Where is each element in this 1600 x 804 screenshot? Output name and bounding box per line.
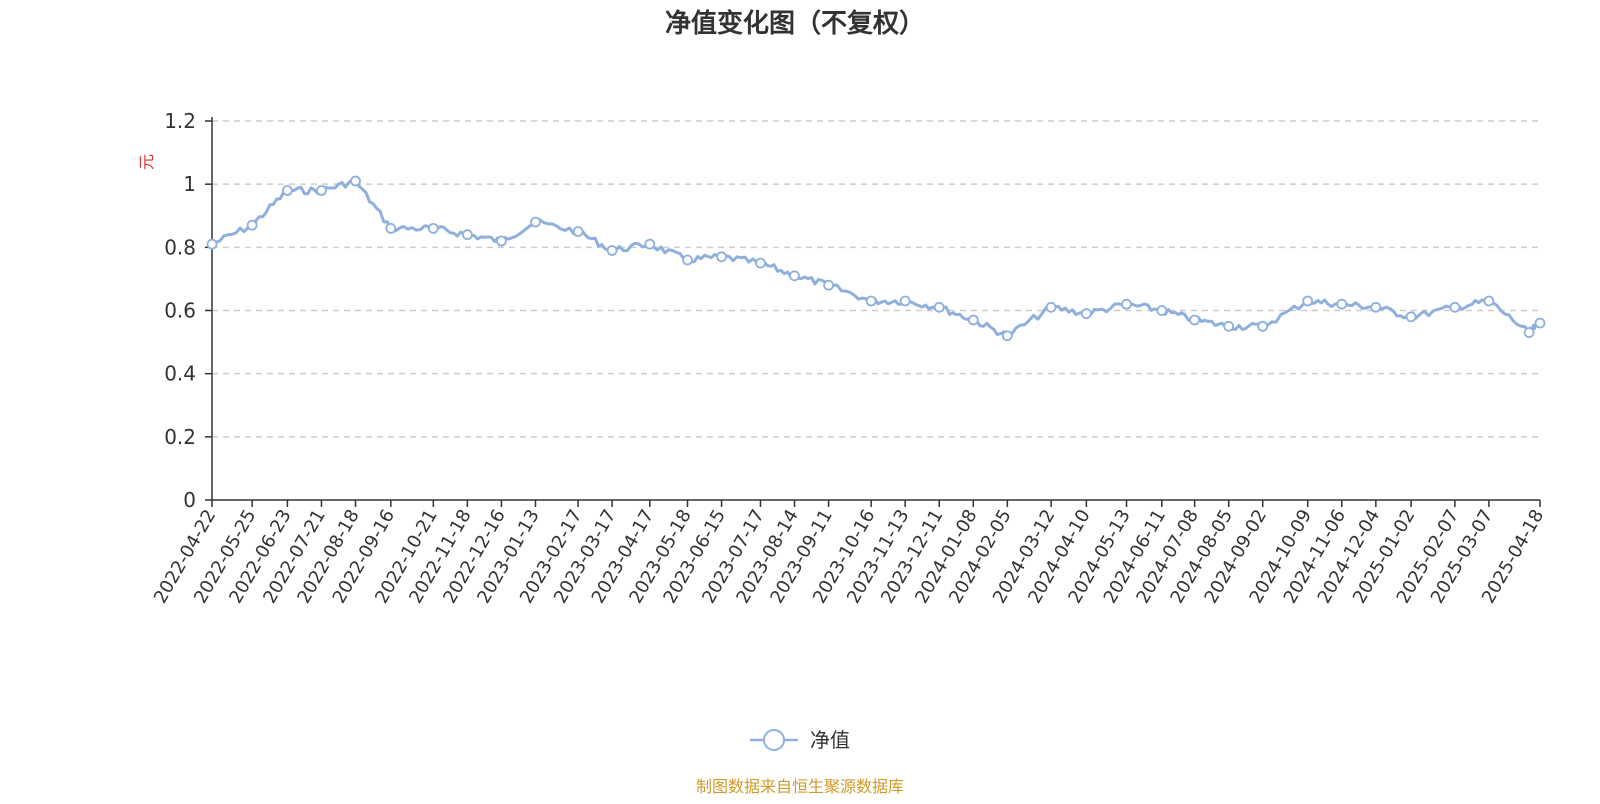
data-point[interactable] [644, 238, 656, 250]
data-point[interactable] [967, 314, 979, 326]
data-point[interactable] [1257, 320, 1269, 332]
data-point[interactable] [495, 235, 507, 247]
y-tick-label: 0.2 [164, 425, 196, 449]
data-point[interactable] [899, 295, 911, 307]
data-point[interactable] [823, 279, 834, 291]
y-tick-label: 1.2 [164, 109, 196, 133]
data-point[interactable] [1223, 320, 1235, 332]
y-axis-unit-label: 元 [137, 154, 156, 170]
data-point[interactable] [789, 270, 800, 282]
axes [205, 117, 1541, 507]
y-tick-label: 0.4 [164, 362, 196, 386]
data-point[interactable] [865, 295, 877, 307]
legend[interactable]: 净值 [750, 728, 850, 752]
data-point[interactable] [1405, 311, 1417, 323]
data-point[interactable] [682, 254, 693, 266]
data-point[interactable] [530, 216, 541, 228]
data-point[interactable] [461, 229, 473, 241]
data-point[interactable] [1302, 295, 1314, 307]
data-point[interactable] [316, 185, 327, 196]
y-tick-label: 0.8 [164, 235, 196, 259]
data-point[interactable] [1189, 314, 1200, 326]
data-point[interactable] [572, 226, 584, 237]
y-tick-label: 1 [183, 172, 196, 196]
data-point[interactable] [427, 222, 439, 234]
series-layer [206, 175, 1546, 342]
data-point[interactable] [1001, 330, 1013, 342]
chart-title: 净值变化图（不复权） [665, 8, 925, 39]
data-point[interactable] [281, 185, 293, 196]
data-point[interactable] [1336, 298, 1348, 310]
data-point[interactable] [1045, 301, 1057, 313]
y-tick-labels: 0 0.2 0.4 0.6 0.8 1 1.2 [164, 109, 196, 512]
data-point[interactable] [350, 175, 361, 187]
data-point[interactable] [1081, 308, 1092, 320]
data-point[interactable] [1523, 327, 1535, 339]
data-point[interactable] [1449, 301, 1461, 313]
legend-label: 净值 [810, 728, 850, 752]
y-tick-label: 0 [183, 488, 196, 512]
data-point[interactable] [1156, 305, 1168, 316]
grid-lines [212, 120, 1540, 438]
data-point[interactable] [206, 238, 218, 250]
y-tick-label: 0.6 [164, 299, 196, 323]
data-point[interactable] [933, 301, 945, 313]
legend-marker-icon [763, 729, 785, 751]
data-point[interactable] [246, 219, 258, 231]
data-point[interactable] [1370, 301, 1382, 313]
data-point[interactable] [1483, 295, 1495, 307]
data-point[interactable] [1534, 317, 1546, 329]
data-point[interactable] [385, 222, 397, 234]
x-tick-labels: 2022-04-222022-05-252022-06-232022-07-21… [150, 506, 1548, 607]
data-source-note: 制图数据来自恒生聚源数据库 [696, 777, 904, 796]
data-point[interactable] [1121, 298, 1132, 310]
data-point[interactable] [606, 245, 618, 256]
series-line-nav [211, 178, 1541, 338]
data-point[interactable] [716, 251, 727, 263]
data-point[interactable] [755, 257, 766, 269]
